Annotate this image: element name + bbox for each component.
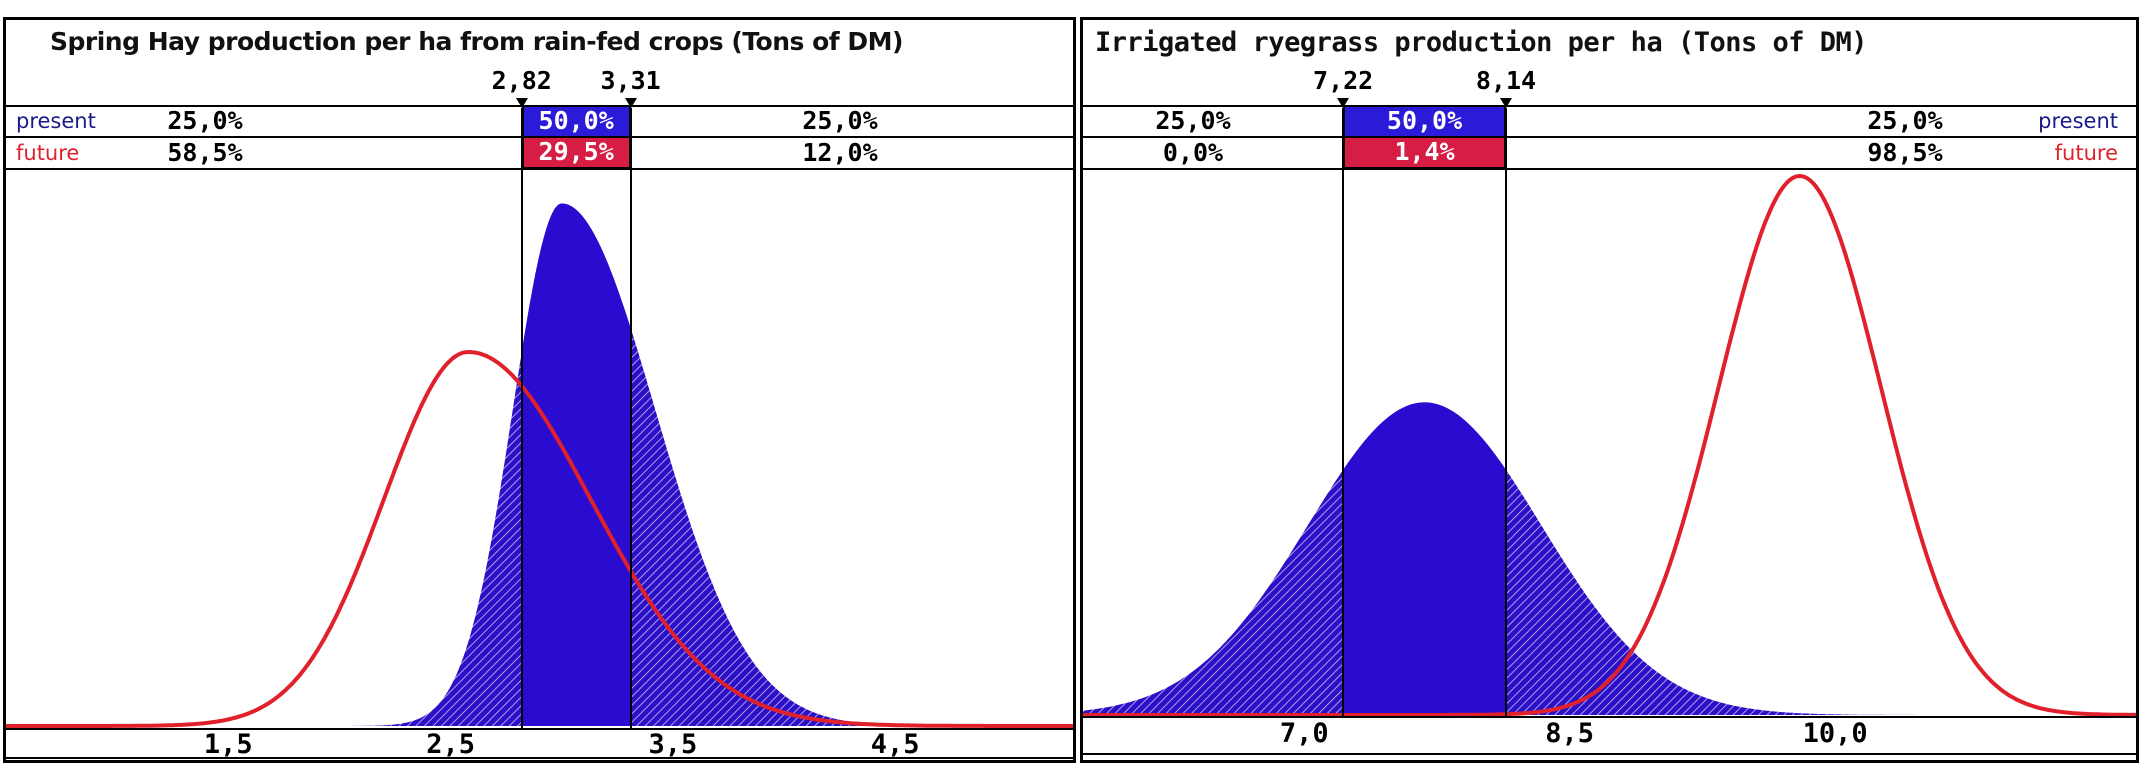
- future-above-pct: 12,0%: [802, 138, 878, 167]
- upper-bound-marker[interactable]: [624, 98, 637, 108]
- bottom-line: [1083, 753, 2136, 755]
- divider: [1083, 105, 2136, 107]
- divider: [1083, 136, 2136, 138]
- upper-bound-line: [1504, 108, 1507, 716]
- x-axis-line: [6, 728, 1073, 730]
- future-distribution-line: [6, 349, 1073, 728]
- x-axis-line: [1083, 716, 2136, 718]
- present-middle-cell: 50,0%: [521, 105, 631, 138]
- x-tick-label: 3,5: [648, 729, 698, 760]
- present-below-pct: 25,0%: [1155, 106, 1231, 135]
- hay-chart-panel: Spring Hay production per ha from rain-f…: [3, 17, 1076, 763]
- x-tick-label: 10,0: [1802, 718, 1868, 749]
- upper-bound-label: 8,14: [1475, 66, 1537, 95]
- present-above-pct: 25,0%: [802, 106, 878, 135]
- present-row-label: present: [16, 109, 96, 133]
- future-row-label: future: [2054, 141, 2118, 165]
- future-below-pct: 0,0%: [1162, 138, 1224, 167]
- future-middle-cell: 1,4%: [1343, 136, 1506, 169]
- present-row-label: present: [2038, 109, 2118, 133]
- lower-bound-marker[interactable]: [1337, 98, 1350, 108]
- lower-bound-marker[interactable]: [515, 98, 528, 108]
- x-tick-label: 4,5: [870, 729, 920, 760]
- lower-bound-line: [520, 108, 523, 728]
- x-tick-label: 1,5: [203, 729, 253, 760]
- present-above-pct: 25,0%: [1867, 106, 1943, 135]
- upper-bound-marker[interactable]: [1499, 98, 1512, 108]
- present-middle-cell: 50,0%: [1343, 105, 1506, 138]
- future-above-pct: 98,5%: [1867, 138, 1943, 167]
- x-tick-label: 8,5: [1545, 718, 1595, 749]
- present-middle-band: [521, 203, 631, 726]
- lower-bound-label: 7,22: [1313, 66, 1374, 95]
- ryegrass-chart-panel: Irrigated ryegrass production per ha (To…: [1080, 17, 2139, 763]
- distribution-plot: [1083, 173, 2136, 716]
- x-tick-label: 2,5: [426, 729, 475, 760]
- present-below-pct: 25,0%: [167, 106, 243, 135]
- x-tick-label: 7,0: [1279, 718, 1329, 749]
- future-distribution-line: [1083, 173, 2136, 716]
- divider: [6, 168, 1073, 170]
- future-row-label: future: [16, 141, 80, 165]
- lower-bound-line: [1342, 108, 1345, 716]
- present-middle-band: [1343, 402, 1506, 715]
- bottom-line: [6, 757, 1073, 759]
- future-below-pct: 58,5%: [167, 138, 243, 167]
- upper-bound-line: [629, 108, 632, 728]
- divider: [1083, 168, 2136, 170]
- chart-title: Spring Hay production per ha from rain-f…: [50, 27, 903, 56]
- upper-bound-label: 3,31: [600, 66, 661, 95]
- distribution-plot: [6, 203, 1073, 728]
- lower-bound-label: 2,82: [491, 66, 552, 95]
- chart-title: Irrigated ryegrass production per ha (To…: [1095, 27, 1868, 58]
- future-middle-cell: 29,5%: [521, 136, 631, 169]
